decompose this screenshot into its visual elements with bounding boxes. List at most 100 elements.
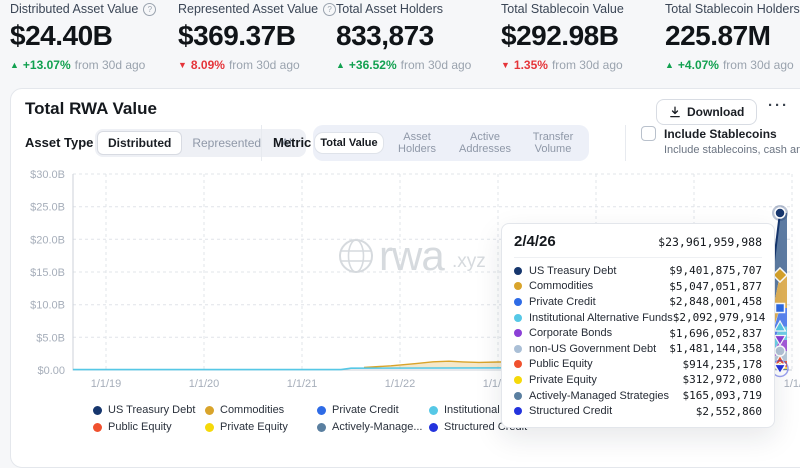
tooltip-row: Private Credit $2,848,001,458 [514,294,762,310]
stat-title: Distributed Asset Value ? [10,2,157,16]
watermark-main-text: rwa [379,232,445,279]
stat-value: $24.40B [10,20,113,51]
svg-text:$30.0B: $30.0B [30,169,65,181]
stat-title: Total Asset Holders [336,2,471,16]
svg-text:1/1/19: 1/1/19 [91,378,122,390]
tooltip-row: Structured Credit $2,552,860 [514,403,762,419]
marker-commodities [771,266,789,284]
metric-label: Metric [273,135,312,150]
delta-percent: +13.07% [22,58,71,72]
stat-value: 225.87M [665,20,771,51]
series-color-dot [514,360,522,369]
help-icon[interactable]: ? [143,2,157,16]
legend-label: Actively-Manage... [332,421,423,433]
tab-total-value[interactable]: Total Value [315,133,383,153]
legend-label: Private Equity [220,421,288,433]
globe-icon [339,239,373,273]
help-icon[interactable]: ? [323,2,337,16]
svg-text:$10.0B: $10.0B [30,300,65,312]
asset-type-label: Asset Type [25,135,94,150]
stat-value: 833,873 [336,20,434,51]
stat-value: $369.37B [178,20,296,51]
tooltip-row: non-US Government Debt $1,481,144,358 [514,341,762,357]
marker-us-treasury [774,207,786,219]
tooltip-row: Corporate Bonds $1,696,052,837 [514,325,762,341]
chart-tooltip: 2/4/26 $23,961,959,988 US Treasury Debt … [501,223,775,428]
download-icon [670,106,680,118]
up-triangle-icon: ▲ [665,60,674,70]
hover-markers [771,205,789,378]
tab-active-addresses[interactable]: Active Addresses [459,131,511,155]
legend-label: Private Credit [332,404,399,416]
download-label: Download [687,105,745,119]
tooltip-row: Actively-Managed Strategies $165,093,719 [514,388,762,404]
legend-item[interactable]: Public Equity [93,421,205,433]
legend-item[interactable]: Private Credit [317,404,429,416]
tooltip-row: Commodities $5,047,051,877 [514,279,762,295]
stat-title-text: Distributed Asset Value [10,2,139,16]
asset-type-option-all[interactable]: All [281,136,295,150]
marker-structured-credit [773,363,787,375]
stat-delta: ▲ +36.52% from 30d ago [336,58,471,72]
series-color-dot [514,297,522,306]
legend-item[interactable]: Actively-Manage... [317,421,429,433]
marker-private-credit [774,302,786,314]
series-color-dot [93,422,102,432]
chart-legend-row-2: Public Equity Private Equity Actively-Ma… [93,421,800,433]
tab-asset-holders[interactable]: Asset Holders [398,131,436,155]
up-triangle-icon: ▲ [336,60,345,70]
delta-suffix: from 30d ago [722,58,794,72]
tooltip-header: 2/4/26 $23,961,959,988 [514,233,762,250]
divider [625,125,626,161]
down-triangle-icon: ▼ [501,60,510,70]
legend-label: US Treasury Debt [108,404,196,416]
rwa-value-card: Total RWA Value Download ··· Asset Type … [10,88,800,468]
tab-transfer-volume[interactable]: Transfer Volume [532,131,574,155]
legend-label: Commodities [220,404,285,416]
marker-corporate-bonds [773,334,787,347]
series-color-dot [514,282,522,291]
stat-represented-asset-value: Represented Asset Value ? $369.37B ▼ 8.0… [178,0,337,72]
series-color-dot [514,329,522,338]
stat-total-stablecoin-value: Total Stablecoin Value $292.98B ▼ 1.35% … [501,0,624,72]
svg-text:$20.0B: $20.0B [30,234,65,246]
tooltip-row: Public Equity $914,235,178 [514,357,762,373]
stat-delta: ▲ +4.07% from 30d ago [665,58,800,72]
chart-controls: Asset Type Distributed Represented All M… [11,125,800,161]
legend-item[interactable]: Private Equity [205,421,317,433]
series-color-dot [514,313,522,322]
stat-title-text: Total Stablecoin Value [501,2,624,16]
stat-delta: ▼ 1.35% from 30d ago [501,58,624,72]
include-stablecoins-control: Include Stablecoins Include stablecoins,… [641,126,800,156]
include-stablecoins-checkbox[interactable] [641,126,656,141]
series-color-dot [317,405,326,415]
svg-text:1/1/26: 1/1/26 [784,378,800,390]
more-options-icon[interactable]: ··· [768,97,789,114]
delta-percent: 8.09% [190,58,225,72]
tooltip-row: Private Equity $312,972,080 [514,372,762,388]
asset-type-option-represented[interactable]: Represented [192,136,262,150]
commodities-line [363,359,762,369]
rwa-area-chart[interactable]: rwa .xyz [11,161,800,406]
download-button[interactable]: Download [656,99,758,125]
stat-title-text: Represented Asset Value [178,2,319,16]
series-color-dot [93,405,102,415]
tooltip-total-value: $23,961,959,988 [658,235,762,249]
legend-item[interactable]: US Treasury Debt [93,404,205,416]
series-color-dot [514,391,522,400]
stat-delta: ▲ +13.07% from 30d ago [10,58,156,72]
asset-type-option-distributed[interactable]: Distributed [97,131,183,155]
delta-suffix: from 30d ago [400,58,472,72]
svg-text:$25.0B: $25.0B [30,202,65,214]
tooltip-date: 2/4/26 [514,233,556,250]
delta-suffix: from 30d ago [74,58,146,72]
series-color-dot [429,405,438,415]
stat-title: Total Stablecoin Holders [665,2,800,16]
metric-tabs: Total Value Asset Holders Active Address… [313,125,589,161]
stats-row: Distributed Asset Value ? $24.40B ▲ +13.… [0,0,800,86]
stat-total-stablecoin-holders: Total Stablecoin Holders 225.87M ▲ +4.07… [665,0,800,72]
series-color-dot [514,344,522,353]
divider [261,125,262,161]
series-color-dot [514,407,522,416]
legend-item[interactable]: Commodities [205,404,317,416]
